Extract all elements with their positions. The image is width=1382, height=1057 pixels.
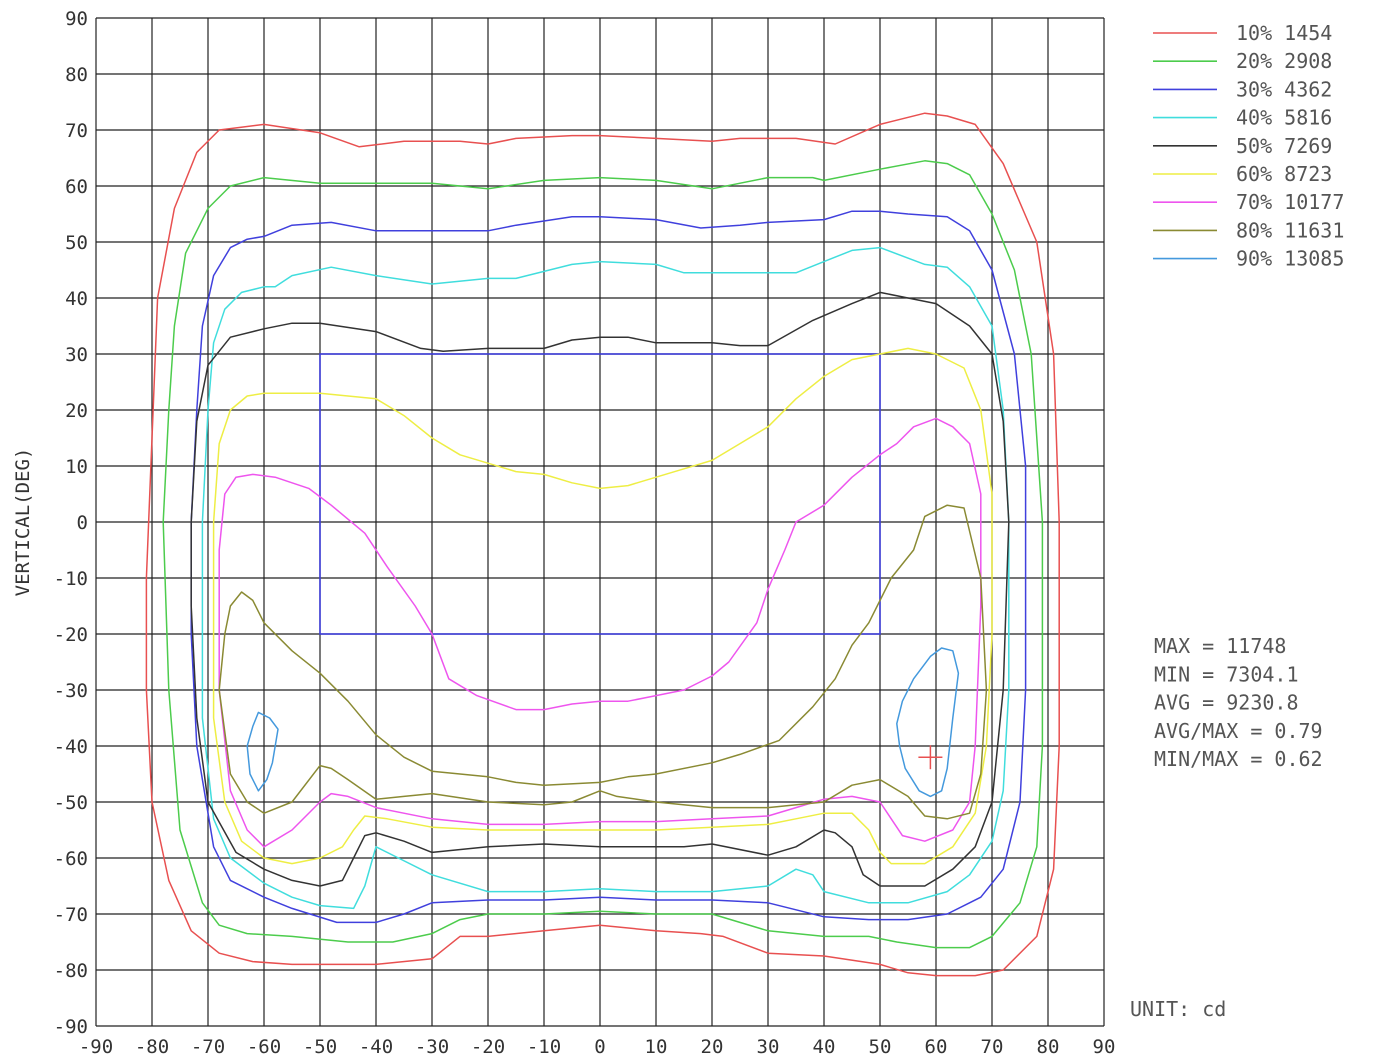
contour-90-percent xyxy=(246,711,279,792)
stat-line: MIN/MAX = 0.62 xyxy=(1154,747,1323,771)
contour-10-percent xyxy=(145,112,1060,977)
legend-label: 10% 1454 xyxy=(1236,21,1332,45)
y-tick-label: -70 xyxy=(54,904,88,926)
stats-block: MAX = 11748 MIN = 7304.1 AVG = 9230.8 AVG/M… xyxy=(1154,634,1323,771)
y-tick-label: -90 xyxy=(54,1016,88,1038)
y-tick-label: 80 xyxy=(65,64,88,86)
stat-line: AVG/MAX = 0.79 xyxy=(1154,719,1323,743)
x-tick-label: -10 xyxy=(527,1036,561,1057)
y-tick-label: 50 xyxy=(65,232,88,254)
legend-item: 20% 2908 xyxy=(1153,49,1332,73)
y-tick-label: 70 xyxy=(65,120,88,142)
x-tick-label: -40 xyxy=(359,1036,393,1057)
legend-label: 70% 10177 xyxy=(1236,190,1344,214)
x-tick-label: 90 xyxy=(1093,1036,1116,1057)
x-tick-labels: -90 -80 -70 -60 -50 -40 -30 -20 -10 0 10 20 30 40 50 60… xyxy=(79,1036,1116,1057)
x-tick-label: 0 xyxy=(594,1036,605,1057)
x-tick-label: 50 xyxy=(869,1036,892,1057)
legend-item: 40% 5816 xyxy=(1153,106,1332,130)
contour-30-percent xyxy=(190,210,1027,924)
contour-layer xyxy=(145,112,1060,977)
marker-layer xyxy=(918,745,943,770)
y-tick-labels: 90 80 70 60 50 40 30 20 10 0 -10 -20 -30 -40 -50 -60 -70… xyxy=(54,8,88,1038)
legend-label: 80% 11631 xyxy=(1236,218,1344,242)
y-tick-label: 90 xyxy=(65,8,88,30)
x-tick-label: 30 xyxy=(757,1036,780,1057)
y-tick-label: 10 xyxy=(65,456,88,478)
grid xyxy=(95,17,1105,1027)
legend-label: 50% 7269 xyxy=(1236,134,1332,158)
contour-70-percent xyxy=(218,417,982,848)
legend-item: 10% 1454 xyxy=(1153,21,1332,45)
legend: 10% 1454 20% 2908 30% 4362 40% 5816 50% 7269… xyxy=(1153,21,1344,271)
legend-item: 30% 4362 xyxy=(1153,77,1332,101)
x-tick-label: 70 xyxy=(981,1036,1004,1057)
contour-60-percent xyxy=(212,347,993,865)
y-tick-label: 20 xyxy=(65,400,88,422)
legend-item: 90% 13085 xyxy=(1153,247,1344,271)
y-tick-label: 40 xyxy=(65,288,88,310)
x-tick-label: 10 xyxy=(645,1036,668,1057)
contour-90-percent-2 xyxy=(896,647,960,798)
legend-label: 60% 8723 xyxy=(1236,162,1332,186)
x-tick-label: -30 xyxy=(415,1036,449,1057)
y-tick-label: -80 xyxy=(54,960,88,982)
stat-line: AVG = 9230.8 xyxy=(1154,691,1299,715)
y-tick-label: -30 xyxy=(54,680,88,702)
y-tick-label: -10 xyxy=(54,568,88,590)
x-tick-label: -70 xyxy=(191,1036,225,1057)
y-axis-label: VERTICAL(DEG) xyxy=(12,448,34,597)
y-tick-label: 0 xyxy=(77,512,88,534)
x-tick-label: 60 xyxy=(925,1036,948,1057)
x-tick-label: -80 xyxy=(135,1036,169,1057)
y-tick-label: 60 xyxy=(65,176,88,198)
legend-item: 60% 8723 xyxy=(1153,162,1332,186)
zone-rectangle xyxy=(319,353,881,635)
legend-label: 20% 2908 xyxy=(1236,49,1332,73)
contour-20-percent xyxy=(162,160,1044,949)
x-tick-label: 80 xyxy=(1037,1036,1060,1057)
contour-40-percent xyxy=(201,246,1010,910)
y-tick-label: -50 xyxy=(54,792,88,814)
y-tick-label: -20 xyxy=(54,624,88,646)
legend-label: 90% 13085 xyxy=(1236,247,1344,271)
y-tick-label: -40 xyxy=(54,736,88,758)
contour-80-percent xyxy=(218,504,988,820)
stat-line: MAX = 11748 xyxy=(1154,634,1286,658)
legend-item: 50% 7269 xyxy=(1153,134,1332,158)
legend-item: 80% 11631 xyxy=(1153,218,1344,242)
contour-50-percent xyxy=(190,291,1010,887)
x-tick-label: -60 xyxy=(247,1036,281,1057)
x-tick-label: -50 xyxy=(303,1036,337,1057)
legend-item: 70% 10177 xyxy=(1153,190,1344,214)
legend-label: 40% 5816 xyxy=(1236,106,1332,130)
stat-line: MIN = 7304.1 xyxy=(1154,662,1299,686)
x-tick-label: -20 xyxy=(471,1036,505,1057)
x-tick-label: 40 xyxy=(813,1036,836,1057)
y-tick-label: -60 xyxy=(54,848,88,870)
x-tick-label: 20 xyxy=(701,1036,724,1057)
y-tick-label: 30 xyxy=(65,344,88,366)
legend-label: 30% 4362 xyxy=(1236,77,1332,101)
unit-label: UNIT: cd xyxy=(1130,997,1226,1021)
x-tick-label: -90 xyxy=(79,1036,113,1057)
max-point-marker xyxy=(918,745,943,770)
zone-rectangle-layer xyxy=(319,353,881,635)
